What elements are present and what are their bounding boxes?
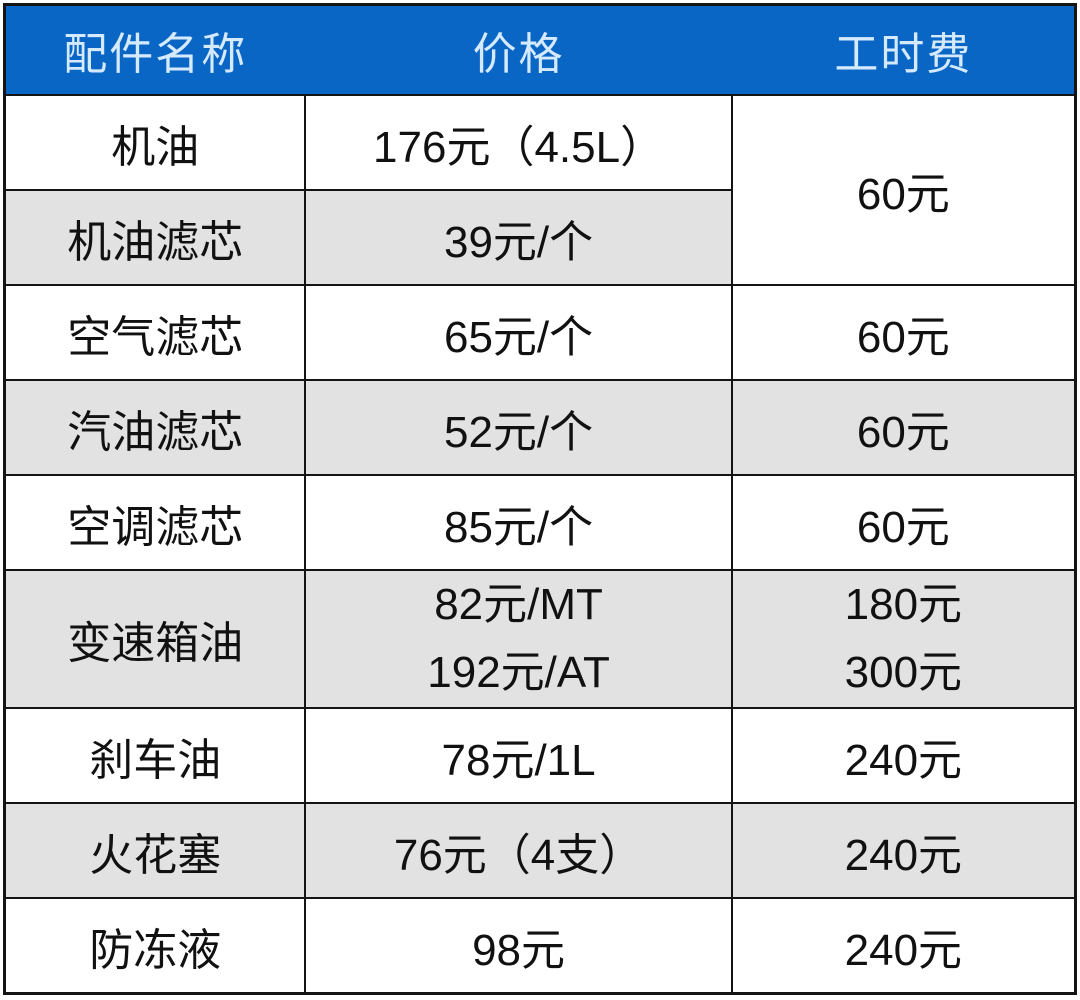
labor-fee-cell: 60元 [730,379,1077,476]
labor-fee-cell: 60元 [730,284,1077,381]
cell-line: 82元/MT [434,580,603,629]
labor-fee-cell: 180元 300元 [730,568,1077,710]
labor-fee-cell: 60元 [730,474,1077,571]
price-cell: 176元（4.5L） [304,94,733,191]
labor-fee-cell: 240元 [730,897,1077,995]
header-row: 配件名称 价格 工时费 [3,3,1077,96]
parts-price-table: 配件名称 价格 工时费 机油 176元（4.5L） 60元 机油滤芯 39元/个 空气滤芯… [3,3,1077,996]
part-name-cell: 空气滤芯 [3,284,307,381]
price-cell: 76元（4支） [304,802,733,900]
table-row: 防冻液 98元 240元 [3,897,1077,995]
part-name-cell: 机油滤芯 [3,189,307,286]
part-name-cell: 机油 [3,94,307,191]
part-name-cell: 防冻液 [3,897,307,995]
price-cell: 82元/MT 192元/AT [304,568,733,710]
price-cell: 65元/个 [304,284,733,381]
cell-line: 300元 [844,648,963,698]
labor-fee-cell: 60元 [730,94,1077,286]
labor-fee-cell: 240元 [730,707,1077,805]
header-price: 价格 [304,3,733,96]
part-name-cell: 变速箱油 [3,568,307,710]
price-cell: 85元/个 [304,474,733,571]
table-row: 汽油滤芯 52元/个 60元 [3,379,1077,476]
part-name-cell: 汽油滤芯 [3,379,307,476]
cell-line: 180元 [844,580,963,629]
labor-fee-cell: 240元 [730,802,1077,900]
table-row: 变速箱油 82元/MT 192元/AT 180元 300元 [3,568,1077,710]
part-name-cell: 刹车油 [3,707,307,805]
table-row: 机油滤芯 39元/个 [3,189,1076,286]
price-cell: 52元/个 [304,379,733,476]
table-body: 机油 176元（4.5L） 60元 机油滤芯 39元/个 空气滤芯 65元/个 60元 汽油滤芯… [3,94,1077,995]
table-row: 空调滤芯 85元/个 60元 [3,474,1077,571]
table-row: 空气滤芯 65元/个 60元 [3,284,1077,381]
table-row: 刹车油 78元/1L 240元 [3,707,1077,805]
price-cell: 39元/个 [304,189,733,286]
price-cell: 98元 [304,897,733,995]
part-name-cell: 空调滤芯 [3,474,307,571]
cell-line: 192元/AT [427,648,610,698]
table-row: 火花塞 76元（4支） 240元 [3,802,1077,900]
parts-price-table-wrap: 配件名称 价格 工时费 机油 176元（4.5L） 60元 机油滤芯 39元/个 空气滤芯… [3,3,1077,996]
table-row: 机油 176元（4.5L） 60元 [3,94,1077,286]
price-cell: 78元/1L [304,707,733,805]
header-part-name: 配件名称 [3,3,307,96]
header-labor-fee: 工时费 [730,3,1077,96]
part-name-cell: 火花塞 [3,802,307,900]
